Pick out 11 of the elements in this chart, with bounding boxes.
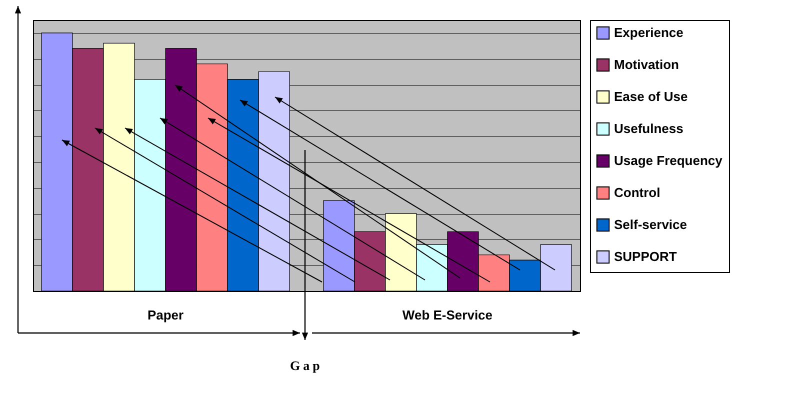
legend-label: Motivation xyxy=(614,57,680,72)
x-tick-label: Web E-Service xyxy=(402,308,493,322)
x-tick-label: Paper xyxy=(147,308,184,322)
legend-label: Usefulness xyxy=(614,121,684,136)
legend-label: SUPPORT xyxy=(614,249,677,264)
legend-label: Usage Frequency xyxy=(614,153,724,168)
legend-label: Experience xyxy=(614,25,684,40)
legend-label: Control xyxy=(614,185,660,200)
legend-label: Self-service xyxy=(614,217,687,232)
text: Gap xyxy=(290,358,323,374)
legend-label: Ease of Use xyxy=(614,89,688,104)
